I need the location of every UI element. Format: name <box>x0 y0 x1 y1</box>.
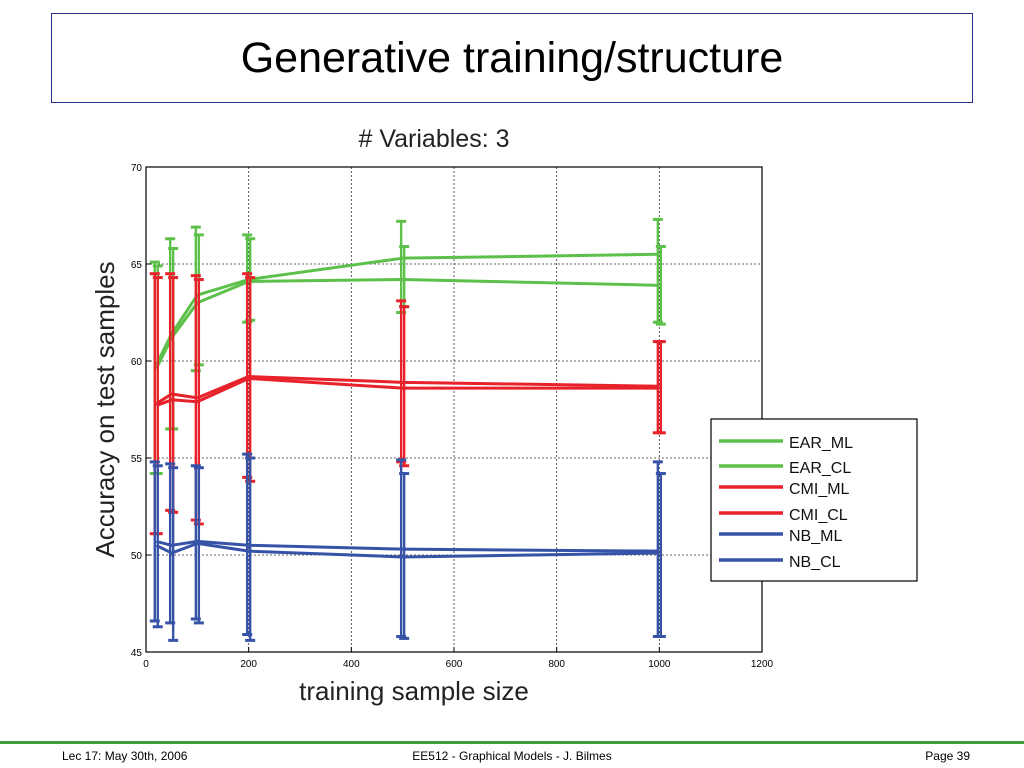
chart-title: # Variables: 3 <box>358 125 509 153</box>
y-tick-label: 55 <box>131 454 143 465</box>
legend-label: EAR_ML <box>789 435 853 452</box>
x-tick-label: 1200 <box>751 659 774 670</box>
y-tick-label: 70 <box>131 163 143 174</box>
x-tick-label: 1000 <box>648 659 671 670</box>
series-nb-cl <box>152 456 666 642</box>
series-line <box>155 376 660 408</box>
legend-label: NB_ML <box>789 528 842 545</box>
y-tick-label: 45 <box>131 648 143 659</box>
legend-box <box>710 418 918 582</box>
footer-course: EE512 - Graphical Models - J. Bilmes <box>412 749 612 763</box>
y-tick-label: 50 <box>131 551 143 562</box>
footer-lecture-date: Lec 17: May 30th, 2006 <box>62 749 188 763</box>
accuracy-chart: 0 200 400 600 800 1000 1200 45 50 55 60 65 70 # Varia… <box>90 125 918 706</box>
x-tick-label: 0 <box>143 659 149 670</box>
series-nb-ml <box>149 452 663 638</box>
legend-label: EAR_CL <box>789 460 851 477</box>
legend: EAR_ML EAR_CL CMI_ML CMI_CL NB_ML NB_CL <box>710 418 918 582</box>
x-tick-label: 800 <box>548 659 565 670</box>
legend-label: NB_CL <box>789 554 841 571</box>
series-line <box>155 541 660 559</box>
slide-title: Generative training/structure <box>240 33 784 82</box>
x-axis-label: training sample size <box>299 676 529 706</box>
y-tick-label: 65 <box>131 260 143 271</box>
y-tick-label: 60 <box>131 357 143 368</box>
footer-page-number: Page 39 <box>925 749 970 763</box>
footer-divider <box>0 741 1024 744</box>
series-line <box>155 539 660 553</box>
slide-title-box: Generative training/structure <box>51 13 973 103</box>
legend-label: CMI_CL <box>789 507 848 524</box>
x-tick-label: 400 <box>343 659 360 670</box>
legend-label: CMI_ML <box>789 481 850 498</box>
y-axis-label: Accuracy on test samples <box>90 261 120 557</box>
x-tick-label: 200 <box>240 659 257 670</box>
series-line <box>155 375 660 405</box>
x-tick-label: 600 <box>446 659 463 670</box>
